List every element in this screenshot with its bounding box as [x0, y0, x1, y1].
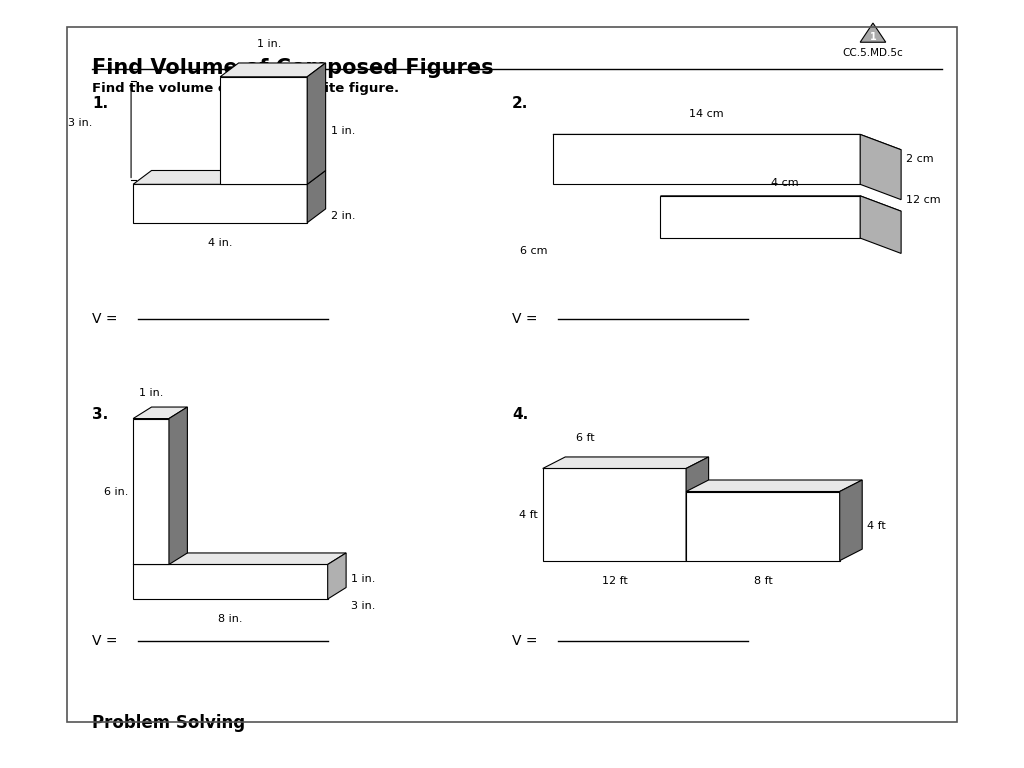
Text: V =: V =	[512, 312, 538, 326]
Text: 1.: 1.	[92, 96, 109, 111]
Text: 6 in.: 6 in.	[103, 486, 128, 497]
Polygon shape	[686, 457, 709, 561]
Polygon shape	[328, 553, 346, 599]
Polygon shape	[860, 196, 901, 253]
Polygon shape	[220, 63, 326, 77]
Text: 6 ft: 6 ft	[577, 433, 595, 443]
Polygon shape	[169, 407, 187, 564]
Polygon shape	[133, 553, 346, 564]
Text: V =: V =	[512, 634, 538, 648]
Text: 3 in.: 3 in.	[351, 601, 376, 611]
Polygon shape	[686, 492, 840, 561]
Text: 8 in.: 8 in.	[218, 614, 243, 624]
Polygon shape	[860, 23, 886, 42]
Text: 1 in.: 1 in.	[257, 39, 281, 49]
Polygon shape	[660, 196, 860, 238]
Text: 12 ft: 12 ft	[601, 576, 628, 586]
Text: 1: 1	[869, 31, 877, 42]
Polygon shape	[840, 480, 862, 561]
Text: 1 in.: 1 in.	[139, 388, 163, 398]
Text: Problem Solving: Problem Solving	[92, 714, 246, 732]
Text: 12 cm: 12 cm	[906, 194, 941, 205]
Polygon shape	[133, 407, 187, 419]
Text: 4 ft: 4 ft	[867, 521, 886, 531]
Polygon shape	[543, 468, 686, 561]
Text: 3 in.: 3 in.	[68, 118, 92, 128]
Polygon shape	[220, 77, 307, 184]
Text: 2.: 2.	[512, 96, 528, 111]
Text: 4 ft: 4 ft	[519, 509, 538, 520]
Text: V =: V =	[92, 312, 118, 326]
Text: Find the volume of the composite figure.: Find the volume of the composite figure.	[92, 82, 399, 95]
Text: 6 cm: 6 cm	[520, 246, 548, 256]
Text: 1 in.: 1 in.	[331, 125, 355, 136]
Text: V =: V =	[92, 634, 118, 648]
Text: 3.: 3.	[92, 407, 109, 422]
Polygon shape	[307, 170, 326, 223]
Text: 4 cm: 4 cm	[771, 178, 798, 188]
Polygon shape	[307, 63, 326, 184]
Polygon shape	[860, 134, 901, 200]
Text: 2 cm: 2 cm	[906, 154, 934, 164]
Text: 2 in.: 2 in.	[331, 210, 355, 221]
Polygon shape	[660, 196, 901, 211]
Polygon shape	[686, 480, 862, 492]
Polygon shape	[553, 134, 901, 150]
Text: Find Volume of Composed Figures: Find Volume of Composed Figures	[92, 58, 494, 78]
Text: 1 in.: 1 in.	[351, 574, 376, 584]
Polygon shape	[133, 184, 307, 223]
Text: CC.5.MD.5c: CC.5.MD.5c	[843, 48, 903, 58]
Text: 14 cm: 14 cm	[689, 109, 724, 119]
Text: 8 ft: 8 ft	[754, 576, 772, 586]
Polygon shape	[133, 564, 328, 599]
Polygon shape	[133, 419, 169, 564]
Polygon shape	[553, 134, 860, 184]
Text: 4 in.: 4 in.	[208, 238, 232, 248]
Text: 4.: 4.	[512, 407, 528, 422]
Polygon shape	[543, 457, 709, 468]
Polygon shape	[133, 170, 326, 184]
